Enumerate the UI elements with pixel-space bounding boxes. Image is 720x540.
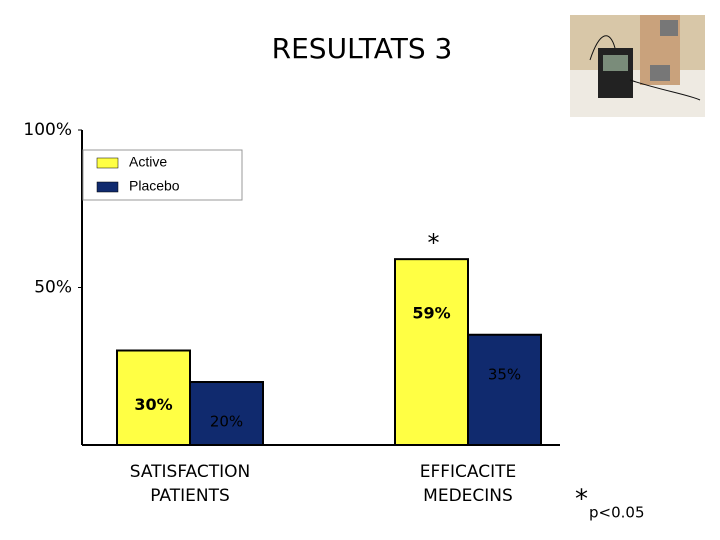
legend-swatch	[96, 181, 119, 193]
photo	[570, 15, 705, 117]
data-label: 20%	[210, 413, 243, 431]
bar	[116, 349, 191, 446]
x-tick-label: EFFICACITE MEDECINS	[420, 462, 517, 506]
chart-title: RESULTATS 3	[272, 32, 453, 65]
significance-marker: *	[428, 229, 440, 257]
legend-label: Placebo	[129, 178, 180, 194]
legend-swatch	[96, 157, 119, 169]
y-tick-label: 100%	[23, 120, 72, 140]
data-label: 35%	[488, 365, 521, 383]
footnote-marker: *	[575, 485, 588, 515]
footnote: p<0.05	[589, 504, 645, 522]
bar	[394, 258, 469, 446]
bar	[189, 381, 264, 446]
legend-label: Active	[129, 154, 167, 170]
y-tick-label: 50%	[34, 278, 72, 298]
x-tick-label: SATISFACTION PATIENTS	[130, 462, 251, 506]
data-label: 59%	[412, 304, 450, 323]
data-label: 30%	[134, 395, 172, 414]
bar	[467, 333, 542, 446]
